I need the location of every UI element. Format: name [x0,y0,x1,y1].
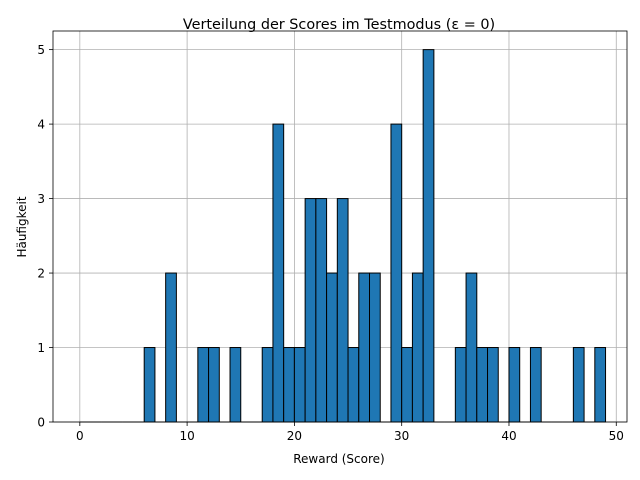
histogram-bar [143,347,156,423]
histogram-bar [476,347,489,423]
histogram-bar [487,347,499,423]
x-tick-label: 40 [501,429,516,443]
plot-frame [52,30,628,423]
histogram-bar [572,347,585,423]
y-tick-label: 4 [37,118,45,132]
y-tick-label: 0 [37,416,45,430]
histogram-bar [208,347,220,423]
x-tick-label: 0 [76,429,84,443]
y-tick-label: 5 [37,43,45,57]
x-tick-label: 20 [287,429,302,443]
histogram-bar [293,347,306,423]
x-axis: 0 10 20 30 40 50 [76,422,624,443]
histogram-bar [197,347,210,423]
histogram-bar [304,198,317,423]
bar-layer [79,49,607,423]
histogram-bar [454,347,467,423]
y-tick-label: 3 [37,192,45,206]
histogram-bar [229,347,242,423]
histogram-bar [508,347,521,423]
histogram-bar [165,272,177,423]
y-tick-label: 2 [37,267,45,281]
x-tick-label: 50 [609,429,624,443]
histogram-bar [465,272,478,423]
histogram-bar [326,272,338,423]
histogram-bar [336,198,349,423]
histogram-bar [261,347,274,423]
x-axis-label: Reward (Score) [293,452,384,466]
x-tick-label: 10 [179,429,194,443]
y-axis-label: Häufigkeit [15,196,29,257]
y-axis: 0 1 2 3 4 5 [37,43,53,430]
histogram-bar [347,347,360,423]
histogram-bar [283,347,295,423]
histogram-bar [529,347,542,423]
histogram-bar [272,123,285,423]
chart-title: Verteilung der Scores im Testmodus (ε = … [183,17,495,33]
histogram-bar [369,272,381,423]
y-tick-label: 1 [37,341,45,355]
histogram-bar [401,347,413,423]
histogram-bar [594,347,607,423]
histogram-bar [358,272,371,423]
histogram-bar [390,123,403,423]
histogram-bar [411,272,424,423]
histogram-bar [422,49,435,423]
x-tick-label: 30 [394,429,409,443]
histogram-bar [315,198,328,423]
